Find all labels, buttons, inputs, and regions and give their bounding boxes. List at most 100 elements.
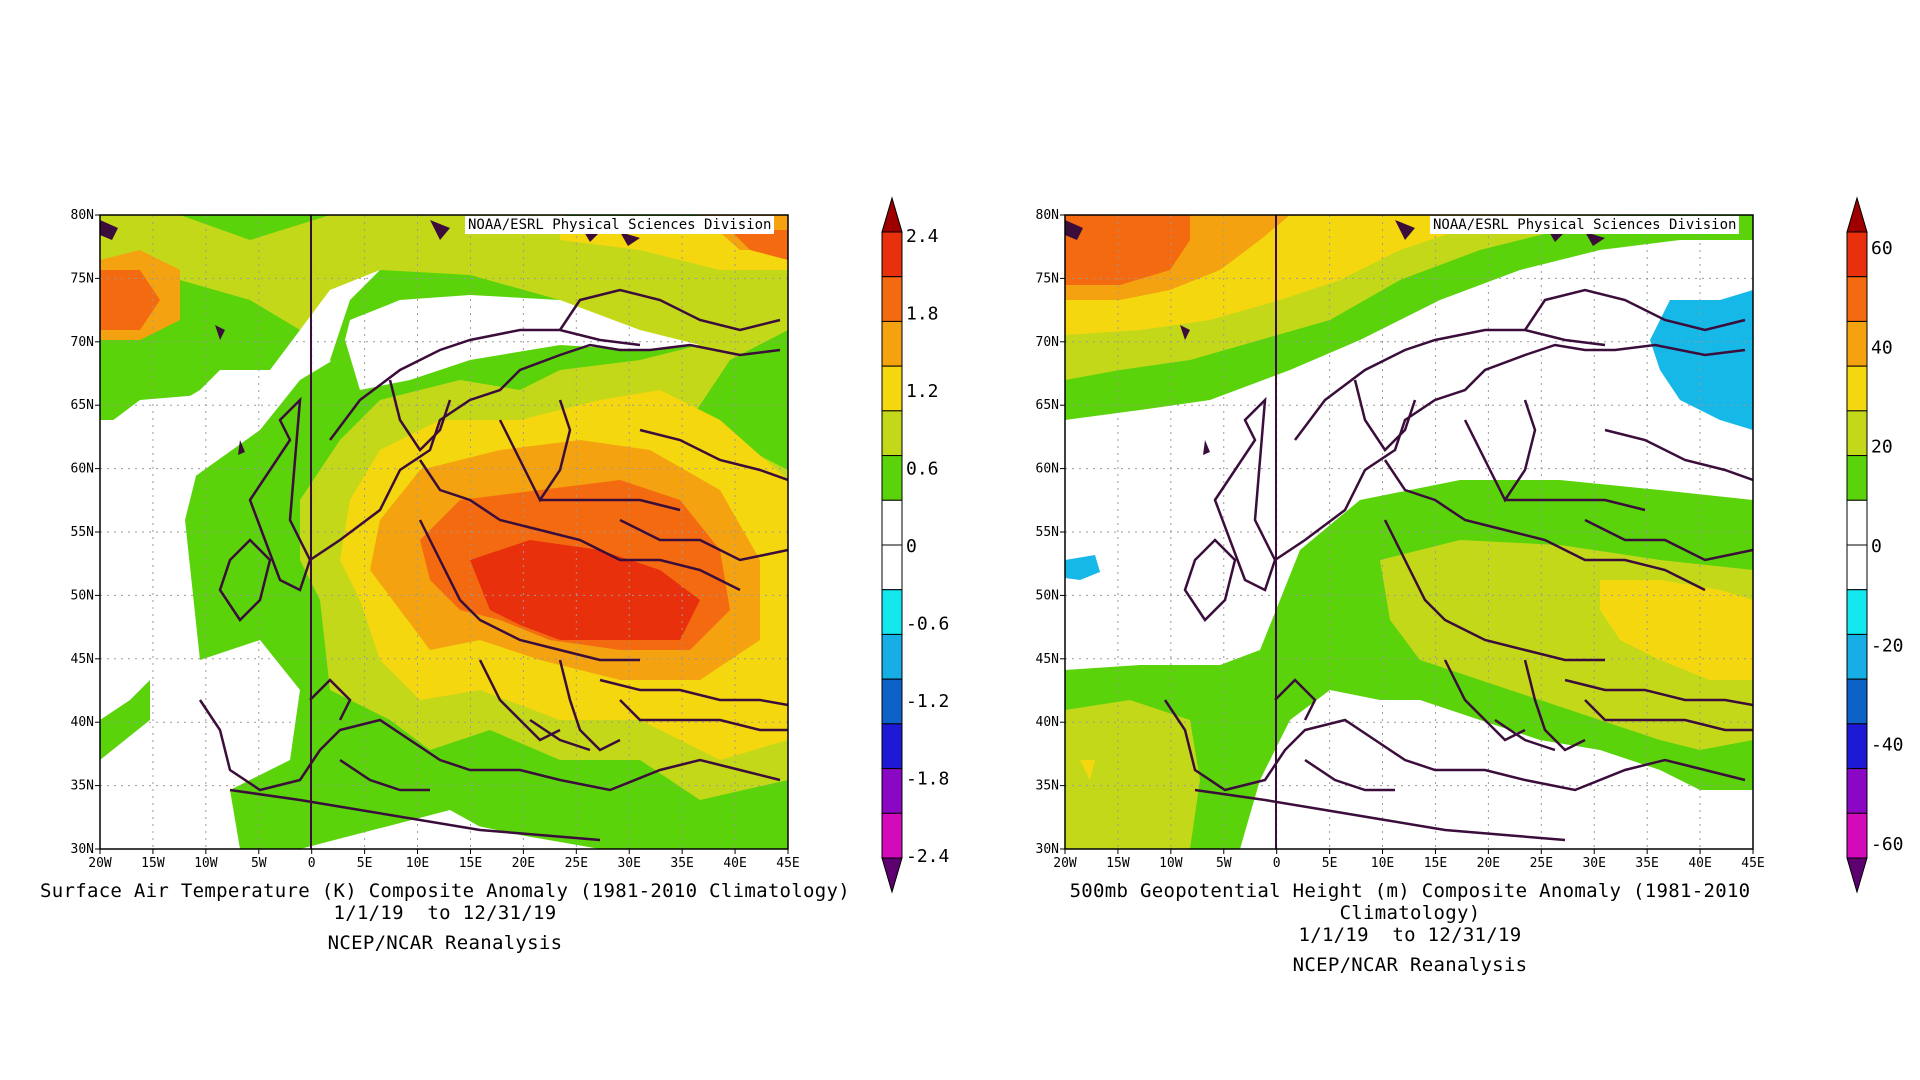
colorbar-label: 0.6 xyxy=(906,459,939,480)
colorbar-swatch xyxy=(881,320,903,367)
lon-label: 10W xyxy=(194,856,218,871)
lat-label: 65N xyxy=(1036,398,1059,413)
colorbar-top-arrow xyxy=(881,196,903,233)
lon-label: 0 xyxy=(308,856,316,871)
lat-label: 40N xyxy=(1036,715,1059,730)
hgt-source: NCEP/NCAR Reanalysis xyxy=(1292,954,1528,976)
temp-coastlines xyxy=(198,288,788,842)
lon-label: 20E xyxy=(1477,856,1500,871)
colorbar-swatch xyxy=(881,633,903,680)
hgt-yellowgreen-south xyxy=(1065,540,1753,849)
lat-label: 45N xyxy=(71,652,94,667)
lon-label: 15E xyxy=(459,856,482,871)
colorbar-swatch xyxy=(881,544,903,591)
lat-label: 40N xyxy=(71,715,94,730)
lon-label: 25E xyxy=(565,856,588,871)
colorbar-label: -40 xyxy=(1871,735,1904,756)
hgt-orange-north xyxy=(1065,215,1190,285)
temp-white-atlantic xyxy=(100,395,230,720)
lat-label: 65N xyxy=(71,398,94,413)
colorbar-swatch xyxy=(1846,320,1868,367)
lon-label: 5E xyxy=(1322,856,1338,871)
colorbar-label: 40 xyxy=(1871,337,1893,358)
temp-date-range: 1/1/19 to 12/31/19 xyxy=(333,902,557,924)
colorbar-swatch xyxy=(881,231,903,278)
colorbar-swatch xyxy=(881,276,903,322)
lon-label: 20W xyxy=(88,856,112,871)
temperature-anomaly-panel: 80N 75N 70N 65N 60N 55N 50N 45N 40N 35N 30N 20W 15W 1… xyxy=(35,196,949,954)
lat-label: 35N xyxy=(71,779,94,794)
colorbar-swatch xyxy=(881,812,903,859)
colorbar-bottom-arrow xyxy=(1846,857,1868,894)
lat-label: 60N xyxy=(1036,462,1059,477)
lon-label: 35E xyxy=(1635,856,1658,871)
lat-label: 45N xyxy=(1036,652,1059,667)
colorbar-swatch xyxy=(881,365,903,412)
lat-label: 70N xyxy=(1036,335,1059,350)
colorbar-swatch xyxy=(1846,499,1868,546)
lat-label: 30N xyxy=(1036,842,1059,857)
colorbar-label: -0.6 xyxy=(906,614,949,635)
colorbar-swatch xyxy=(1846,231,1868,278)
lon-label: 10W xyxy=(1159,856,1183,871)
height-anomaly-panel: 80N 75N 70N 65N 60N 55N 50N 45N 40N 35N 30N 20W 15W 1… xyxy=(960,0,1920,1080)
lon-label: 35E xyxy=(670,856,693,871)
lon-label: 10E xyxy=(1371,856,1394,871)
colorbar-swatch xyxy=(1846,723,1868,770)
lon-label: 25E xyxy=(1530,856,1553,871)
colorbar-label: 20 xyxy=(1871,437,1893,458)
colorbar-swatch xyxy=(881,678,903,725)
colorbar-swatch xyxy=(1846,544,1868,591)
lon-label: 15E xyxy=(1424,856,1447,871)
temp-credit: NOAA/ESRL Physical Sciences Division xyxy=(465,216,775,234)
lon-label: 20W xyxy=(1053,856,1077,871)
colorbar-label: -1.2 xyxy=(906,691,949,712)
lat-label: 30N xyxy=(71,842,94,857)
lon-label: 40E xyxy=(1688,856,1711,871)
hgt-date-range: 1/1/19 to 12/31/19 xyxy=(1298,924,1522,946)
lat-label: 55N xyxy=(1036,525,1059,540)
lon-label: 15W xyxy=(1106,856,1130,871)
lon-label: 45E xyxy=(1741,856,1764,871)
hgt-credit: NOAA/ESRL Physical Sciences Division xyxy=(1430,216,1740,234)
lat-label: 50N xyxy=(71,588,94,603)
colorbar-swatch xyxy=(881,589,903,635)
height-map-area xyxy=(1065,215,1753,849)
colorbar-label: -1.8 xyxy=(906,769,949,790)
lat-label: 75N xyxy=(1036,271,1059,286)
lon-label: 20E xyxy=(512,856,535,871)
temp-source: NCEP/NCAR Reanalysis xyxy=(327,932,563,954)
colorbar-swatch xyxy=(881,723,903,770)
lon-label: 10E xyxy=(406,856,429,871)
colorbar-swatch xyxy=(1846,633,1868,680)
hgt-yellow-south xyxy=(1080,580,1753,780)
lat-label: 50N xyxy=(1036,588,1059,603)
colorbar-swatch xyxy=(1846,812,1868,859)
lon-label: 0 xyxy=(1273,856,1281,871)
colorbar-swatch xyxy=(1846,276,1868,322)
colorbar-label: -60 xyxy=(1871,834,1904,855)
hgt-cyan-atlantic xyxy=(1065,555,1100,580)
colorbar-swatch xyxy=(881,410,903,457)
hgt-title: 500mb Geopotential Height (m) Composite … xyxy=(1069,880,1751,924)
hgt-graticule xyxy=(1065,215,1753,849)
colorbar-swatch xyxy=(881,455,903,501)
colorbar-swatch xyxy=(1846,589,1868,635)
temperature-map-area xyxy=(100,215,788,849)
colorbar-label: 2.4 xyxy=(906,226,939,247)
lon-label: 5W xyxy=(251,856,267,871)
lat-label: 80N xyxy=(1036,208,1059,223)
lon-label: 40E xyxy=(723,856,746,871)
lat-label: 75N xyxy=(71,271,94,286)
lat-label: 70N xyxy=(71,335,94,350)
lon-label: 5E xyxy=(357,856,373,871)
colorbar-swatch xyxy=(1846,768,1868,814)
temp-caption: Surface Air Temperature (K) Composite An… xyxy=(35,880,855,954)
colorbar-swatch xyxy=(1846,678,1868,725)
colorbar-swatch xyxy=(881,499,903,546)
lat-label: 55N xyxy=(71,525,94,540)
